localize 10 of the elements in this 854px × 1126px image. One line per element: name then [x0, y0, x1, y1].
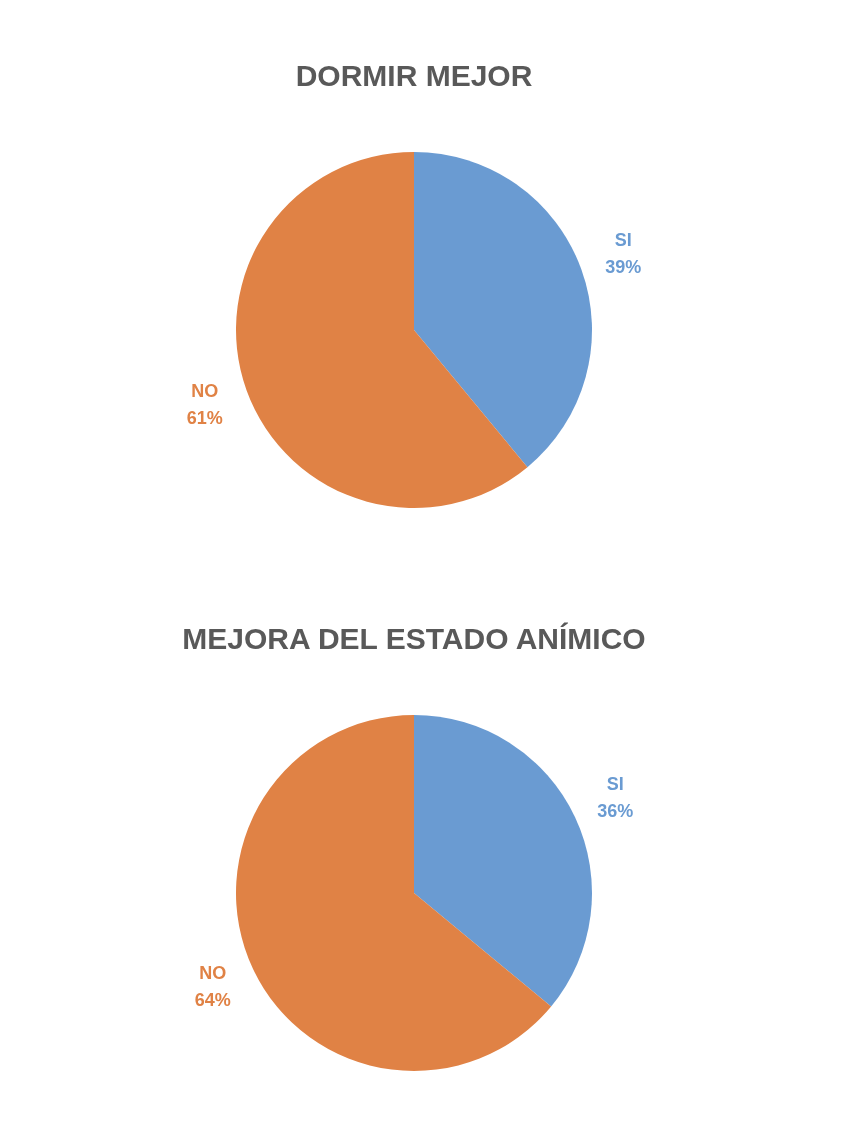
- slice-label: SI: [606, 773, 624, 794]
- chart-title: DORMIR MEJOR: [295, 59, 533, 93]
- data-label: 61%: [186, 407, 223, 428]
- slice-label: NO: [199, 963, 227, 984]
- slice-label: NO: [191, 380, 219, 401]
- data-label: 39%: [605, 257, 642, 278]
- data-label: 36%: [597, 800, 634, 821]
- chart-title: MEJORA DEL ESTADO ANÍMICO: [182, 622, 646, 656]
- slice-label: SI: [614, 230, 632, 251]
- data-label: 64%: [194, 990, 231, 1011]
